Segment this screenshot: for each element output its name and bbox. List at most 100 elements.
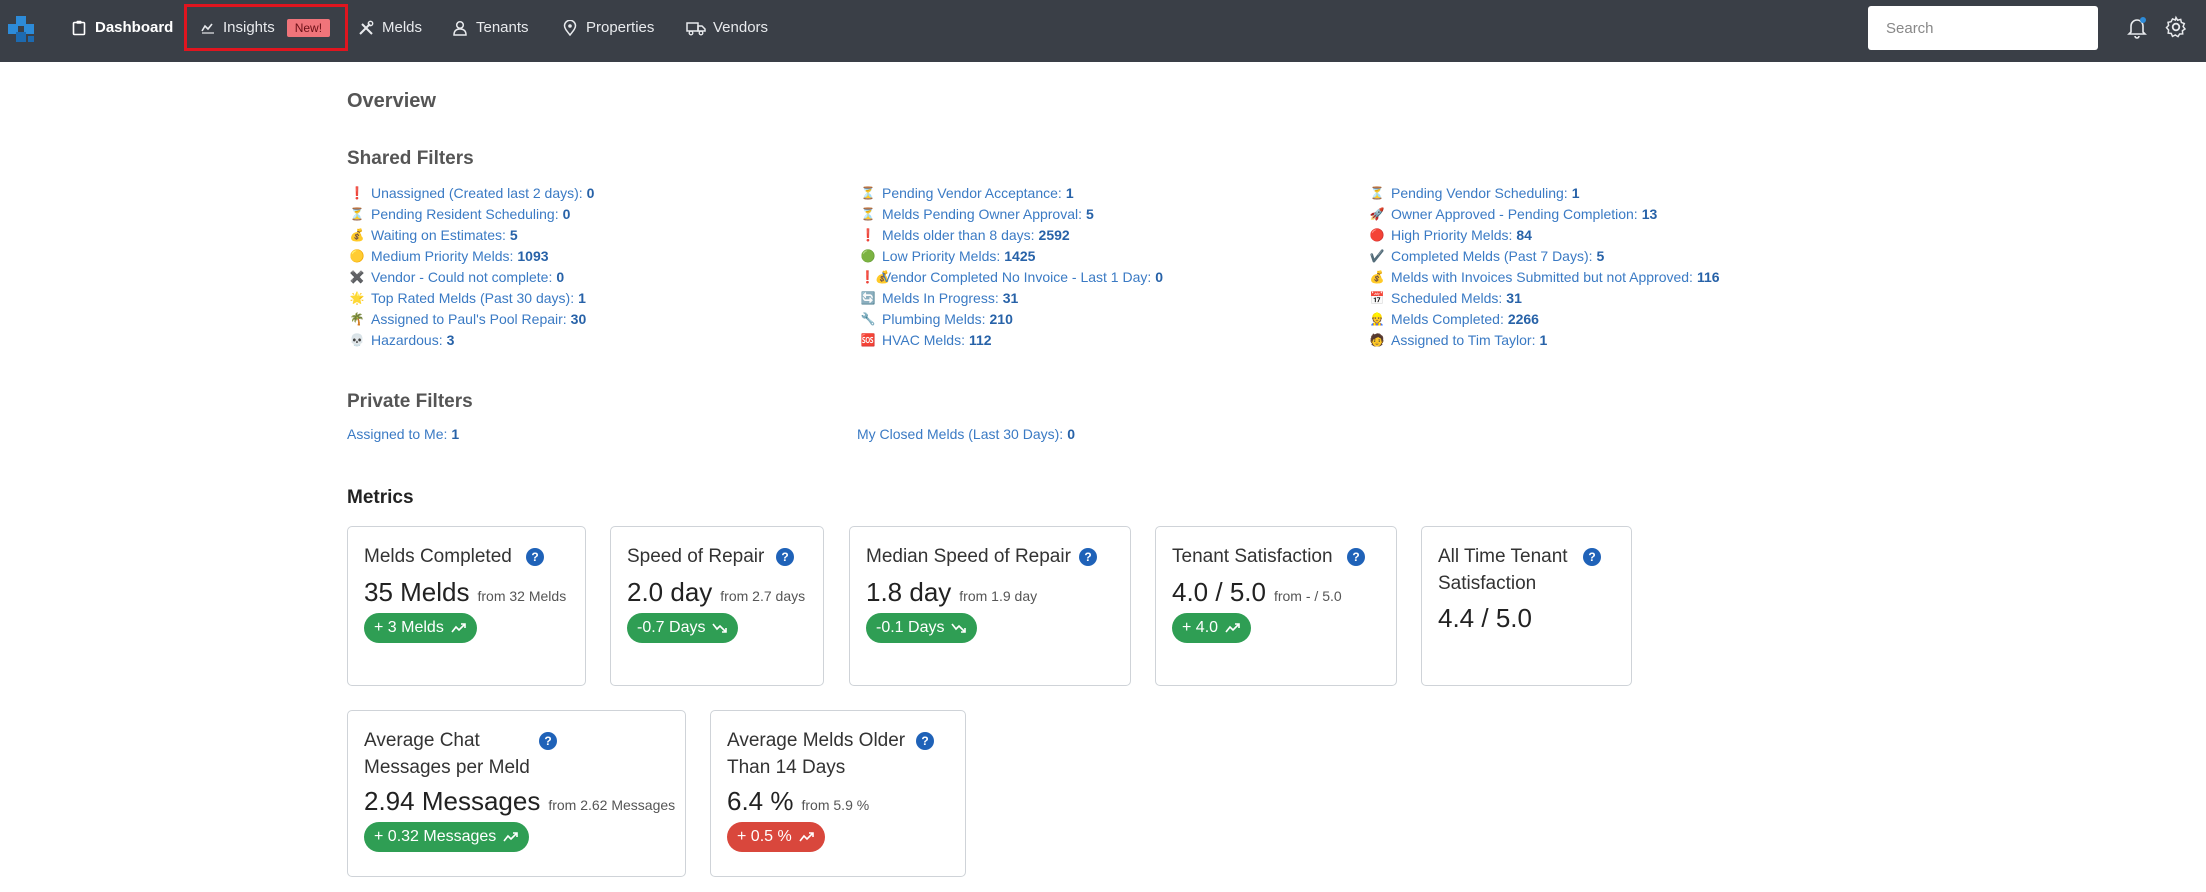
filter-count: 116 [1696, 268, 1720, 285]
filter-count: 0 [586, 184, 595, 201]
help-icon[interactable]: ? [539, 732, 557, 750]
help-icon[interactable]: ? [526, 548, 544, 566]
shared-filter-item[interactable]: ❗ Melds older than 8 days: 2592 [860, 224, 1163, 245]
filter-count: 5 [1596, 247, 1605, 264]
filter-label: HVAC Melds: [882, 331, 965, 348]
filter-count: 5 [509, 226, 518, 243]
search-input[interactable] [1868, 6, 2098, 50]
filter-emoji-icon: 🌟 [349, 290, 365, 305]
metric-delta-badge: -0.7 Days [627, 613, 739, 643]
filter-emoji-icon: 🧑 [1369, 332, 1385, 347]
help-icon[interactable]: ? [1347, 548, 1365, 566]
filter-label: Assigned to Tim Taylor: [1391, 331, 1536, 348]
filter-label: Medium Priority Melds: [371, 247, 514, 264]
private-filter-label: My Closed Melds (Last 30 Days): [857, 426, 1064, 442]
filter-emoji-icon: ⏳ [349, 206, 365, 221]
shared-filter-item[interactable]: 🔄 Melds In Progress: 31 [860, 287, 1163, 308]
nav-properties[interactable]: Properties [561, 0, 654, 55]
filter-count: 0 [1155, 268, 1164, 285]
metric-previous-value: from 2.62 Messages [548, 797, 676, 813]
filter-label: Plumbing Melds: [882, 310, 986, 327]
private-filter-label: Assigned to Me: [347, 426, 448, 442]
metric-value: 35 Melds [364, 577, 470, 607]
help-icon[interactable]: ? [776, 548, 794, 566]
filter-label: Vendor Completed No Invoice - Last 1 Day… [882, 268, 1152, 285]
filter-emoji-icon: 💀 [349, 332, 365, 347]
shared-filter-item[interactable]: 🌟 Top Rated Melds (Past 30 days): 1 [349, 287, 594, 308]
shared-filter-item[interactable]: 📅 Scheduled Melds: 31 [1369, 287, 1720, 308]
nav-vendors-label: Vendors [713, 19, 769, 36]
help-icon[interactable]: ? [1079, 548, 1097, 566]
metric-delta: -0.7 Days [637, 619, 706, 636]
clipboard-icon [70, 19, 88, 37]
shared-filter-item[interactable]: 🔴 High Priority Melds: 84 [1369, 224, 1720, 245]
nav-insights-label: Insights [223, 19, 275, 36]
filter-count: 31 [1506, 289, 1522, 306]
shared-filter-item[interactable]: ⏳ Pending Vendor Scheduling: 1 [1369, 182, 1720, 203]
help-icon[interactable]: ? [1583, 548, 1601, 566]
metric-title: Melds Completed [364, 546, 512, 567]
shared-filter-item[interactable]: 🧑 Assigned to Tim Taylor: 1 [1369, 329, 1720, 350]
shared-filter-item[interactable]: 🚀 Owner Approved - Pending Completion: 13 [1369, 203, 1720, 224]
metric-delta-badge: + 4.0 [1172, 613, 1252, 643]
filter-count: 210 [989, 310, 1013, 327]
metric-value: 4.4 / 5.0 [1438, 603, 1532, 633]
filter-count: 0 [562, 205, 571, 222]
shared-filter-item[interactable]: 🔧 Plumbing Melds: 210 [860, 308, 1163, 329]
filter-label: Melds with Invoices Submitted but not Ap… [1391, 268, 1693, 285]
filter-count: 3 [446, 331, 455, 348]
metric-value-row: 4.0 / 5.0 from - / 5.0 [1172, 577, 1342, 608]
shared-filter-item[interactable]: 💰 Melds with Invoices Submitted but not A… [1369, 266, 1720, 287]
shared-filter-item[interactable]: 🟢 Low Priority Melds: 1425 [860, 245, 1163, 266]
private-filter-assigned-to-me[interactable]: Assigned to Me: 1 [347, 426, 459, 442]
metric-value-row: 2.0 day from 2.7 days [627, 577, 805, 608]
trend-down-icon [712, 623, 728, 633]
shared-filter-item[interactable]: 🟡 Medium Priority Melds: 1093 [349, 245, 594, 266]
page-title: Overview [347, 90, 436, 112]
shared-filter-item[interactable]: ⏳ Melds Pending Owner Approval: 5 [860, 203, 1163, 224]
nav-properties-label: Properties [586, 19, 655, 36]
filter-count: 84 [1516, 226, 1532, 243]
filter-count: 13 [1641, 205, 1658, 222]
help-icon[interactable]: ? [916, 732, 934, 750]
nav-insights[interactable]: Insights New! [184, 4, 348, 51]
shared-filter-item[interactable]: ⏳ Pending Vendor Acceptance: 1 [860, 182, 1163, 203]
filter-count: 1425 [1004, 247, 1036, 264]
settings-gear-icon[interactable] [2164, 15, 2188, 39]
shared-filter-item[interactable]: 🌴 Assigned to Paul's Pool Repair: 30 [349, 308, 594, 329]
shared-filters-column-3: ⏳ Pending Vendor Scheduling: 1 🚀 Owner Appro… [1369, 182, 1720, 350]
private-filter-my-closed-melds[interactable]: My Closed Melds (Last 30 Days): 0 [857, 426, 1075, 442]
app-logo-icon[interactable] [6, 14, 38, 44]
filter-label: Low Priority Melds: [882, 247, 1001, 264]
shared-filter-item[interactable]: ⏳ Pending Resident Scheduling: 0 [349, 203, 594, 224]
shared-filter-item[interactable]: 👷 Melds Completed: 2266 [1369, 308, 1720, 329]
metric-previous-value: from 1.9 day [959, 588, 1038, 604]
nav-vendors[interactable]: Vendors [686, 0, 768, 55]
shared-filter-item[interactable]: 🆘 HVAC Melds: 112 [860, 329, 1163, 350]
filter-emoji-icon: 💰 [349, 227, 365, 242]
metric-previous-value: from 32 Melds [477, 588, 567, 604]
nav-tenants[interactable]: Tenants [451, 0, 529, 55]
filter-label: Melds In Progress: [882, 289, 999, 306]
shared-filter-item[interactable]: ✖️ Vendor - Could not complete: 0 [349, 266, 594, 287]
new-badge: New! [286, 18, 331, 37]
nav-melds[interactable]: Melds [357, 0, 422, 55]
shared-filter-item[interactable]: ❗ Unassigned (Created last 2 days): 0 [349, 182, 595, 203]
shared-filters-column-2: ⏳ Pending Vendor Acceptance: 1 ⏳ Melds Pendi… [860, 182, 1163, 350]
shared-filter-item[interactable]: 💰 Waiting on Estimates: 5 [349, 224, 594, 245]
user-icon [451, 19, 469, 37]
filter-emoji-icon: ⏳ [1369, 185, 1385, 200]
shared-filter-item[interactable]: ❗💰 Vendor Completed No Invoice - Last 1 D… [860, 266, 1163, 287]
filter-label: Melds Completed: [1391, 310, 1504, 327]
filter-label: Scheduled Melds: [1391, 289, 1503, 306]
nav-dashboard[interactable]: Dashboard [70, 0, 173, 55]
truck-icon [686, 19, 706, 37]
metric-delta: -0.1 Days [876, 619, 945, 636]
notification-bell-icon[interactable] [2125, 15, 2149, 39]
shared-filter-item[interactable]: 💀 Hazardous: 3 [349, 329, 594, 350]
filter-emoji-icon: ⏳ [860, 185, 876, 200]
shared-filter-item[interactable]: ✔️ Completed Melds (Past 7 Days): 5 [1369, 245, 1720, 266]
metric-previous-value: from 2.7 days [720, 588, 806, 604]
filter-emoji-icon: 🔄 [860, 290, 876, 305]
metric-title: Average Chat Messages per Meld [364, 727, 669, 781]
